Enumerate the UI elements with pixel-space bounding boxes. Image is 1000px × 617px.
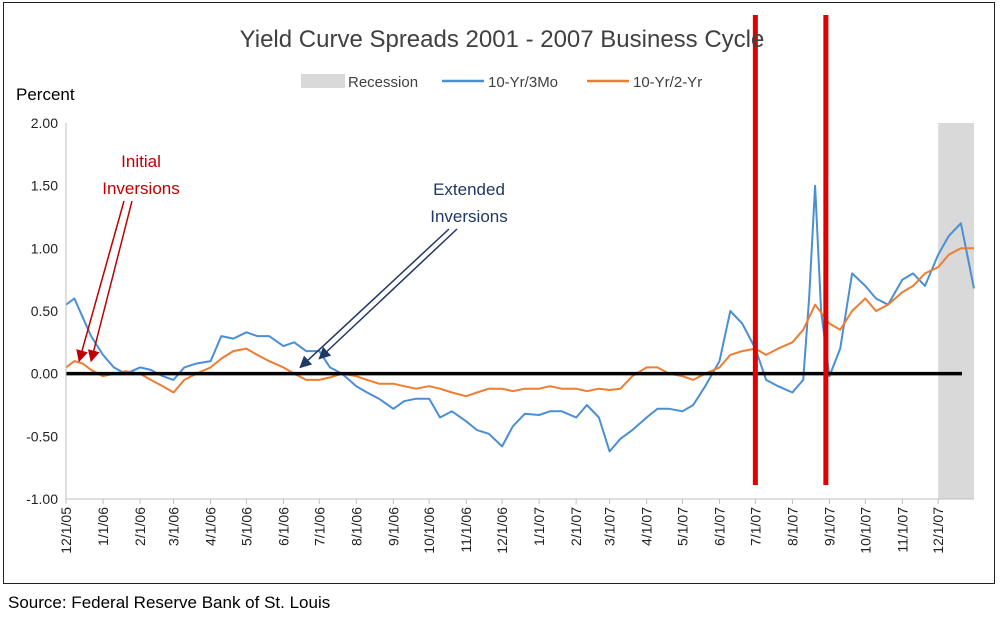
x-tick-label: 12/1/05	[58, 507, 74, 554]
x-tick-label: 11/1/07	[894, 507, 910, 553]
y-tick-label: 2.00	[31, 115, 58, 131]
annotation-arrow	[76, 200, 125, 363]
y-tick-label: 0.00	[31, 366, 58, 382]
series-line-10yr-3mo	[65, 184, 975, 453]
legend-label-recession: Recession	[348, 74, 418, 91]
x-tick-label: 10/1/07	[857, 507, 873, 554]
chart-frame: Initial Inversions Extended Inversions 2.00…	[3, 2, 995, 584]
annotation-text: Inversions	[102, 179, 179, 198]
x-tick-label: 12/1/07	[930, 507, 946, 554]
x-tick-label: 9/1/06	[385, 507, 401, 546]
annotation-text: Initial	[121, 152, 161, 171]
x-tick-label: 2/1/07	[568, 507, 584, 546]
x-tick-label: 11/1/06	[458, 507, 474, 553]
legend-label-10yr-3mo: 10-Yr/3Mo	[488, 74, 558, 91]
chart: Initial Inversions Extended Inversions 2.00…	[16, 15, 975, 554]
legend-label-10yr-2yr: 10-Yr/2-Yr	[633, 74, 702, 91]
x-tick-label: 5/1/07	[674, 507, 690, 546]
y-axis-label: Percent	[16, 85, 75, 104]
annotation-arrow	[318, 228, 458, 360]
legend: Recession 10-Yr/3Mo 10-Yr/2-Yr	[301, 74, 702, 91]
x-tick-label: 3/1/07	[602, 507, 618, 546]
x-tick-label: 8/1/06	[348, 507, 364, 546]
x-tick-label: 8/1/07	[784, 507, 800, 546]
y-tick-label: -1.00	[26, 491, 58, 507]
x-tick-label: 9/1/07	[821, 507, 837, 546]
x-tick-label: 12/1/06	[494, 507, 510, 554]
series-line-10yr-2yr	[65, 247, 974, 398]
x-tick-label: 7/1/07	[747, 507, 763, 546]
annotation-arrow	[299, 228, 450, 369]
chart-title: Yield Curve Spreads 2001 - 2007 Business…	[240, 26, 765, 53]
x-tick-label: 4/1/06	[203, 507, 219, 546]
annotation-text: Inversions	[430, 207, 507, 226]
y-tick-label: 1.50	[31, 178, 58, 194]
legend-swatch-recession	[301, 74, 345, 88]
x-tick-label: 10/1/06	[421, 507, 437, 554]
y-tick-label: 1.00	[31, 240, 58, 256]
x-tick-label: 5/1/06	[238, 507, 254, 546]
x-tick-label: 6/1/06	[275, 507, 291, 546]
x-tick-label: 6/1/07	[712, 507, 728, 546]
recession-band	[938, 123, 974, 499]
x-tick-label: 4/1/07	[639, 507, 655, 546]
x-tick-label: 2/1/06	[132, 507, 148, 546]
annotation-text: Extended	[433, 180, 505, 199]
x-tick-label: 3/1/06	[166, 507, 182, 546]
y-tick-label: 0.50	[31, 303, 58, 319]
annotation-arrow	[87, 200, 133, 363]
y-tick-label: -0.50	[26, 428, 58, 444]
source-note: Source: Federal Reserve Bank of St. Loui…	[8, 593, 331, 612]
x-tick-label: 1/1/06	[95, 507, 111, 546]
x-tick-label: 1/1/07	[531, 507, 547, 546]
x-tick-label: 7/1/06	[311, 507, 327, 546]
